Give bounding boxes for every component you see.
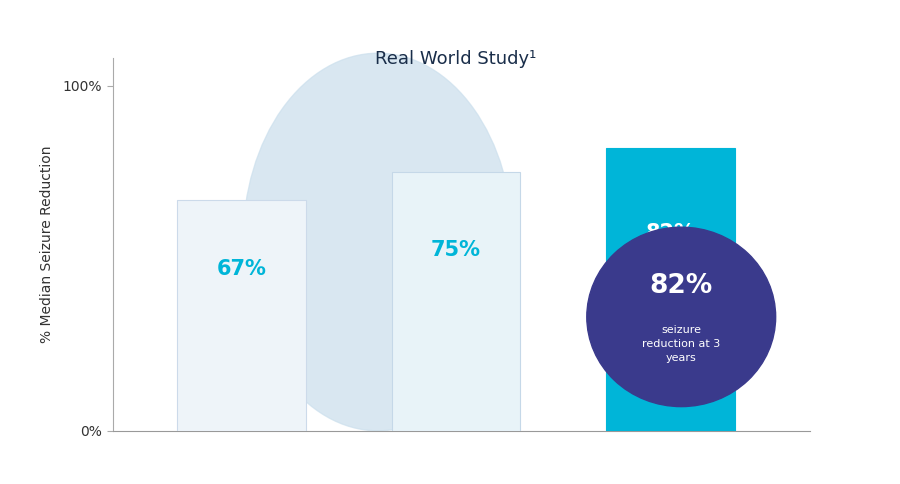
Bar (606, 148, 735, 431)
Text: 82%: 82% (650, 273, 713, 299)
Text: Real World Study¹: Real World Study¹ (375, 50, 536, 68)
Text: seizure
reduction at 3
years: seizure reduction at 3 years (642, 326, 720, 363)
Ellipse shape (587, 227, 776, 407)
Bar (177, 199, 306, 431)
Text: 75%: 75% (431, 240, 481, 259)
Bar (392, 172, 520, 431)
Text: 67%: 67% (216, 259, 266, 279)
Y-axis label: % Median Seizure Reduction: % Median Seizure Reduction (40, 146, 54, 343)
Text: 82%: 82% (645, 223, 696, 242)
